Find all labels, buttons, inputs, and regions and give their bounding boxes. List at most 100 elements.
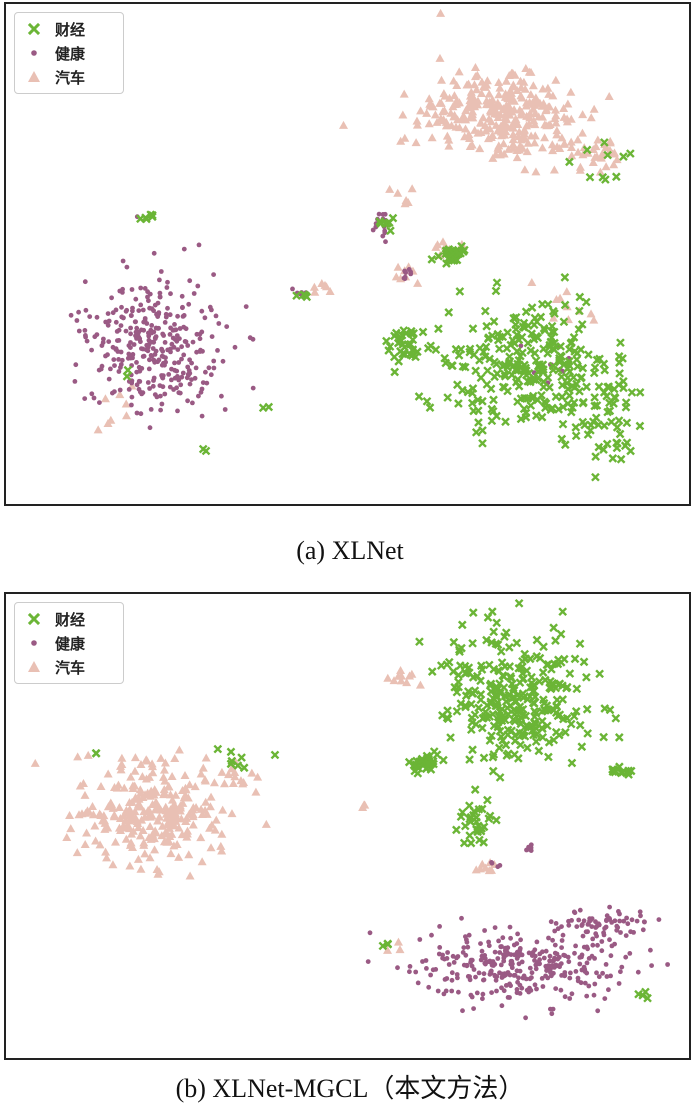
auto-point [147,788,157,797]
auto-point [586,309,596,318]
health-point [157,294,163,300]
health-point [142,286,148,291]
health-point [119,357,125,363]
auto-point [440,91,450,100]
finance-point [539,323,549,333]
health-point [151,250,157,256]
finance-point [612,422,622,432]
health-point [656,917,662,922]
finance-point [517,332,527,342]
auto-point [507,68,517,77]
auto-point [566,142,576,151]
finance-point [487,638,497,647]
auto-point [145,821,155,830]
health-point [491,963,496,968]
finance-point [496,647,506,656]
auto-point [110,783,120,792]
auto-point [480,121,490,130]
auto-point [150,805,160,814]
finance-point [468,638,477,648]
auto-point [466,87,476,96]
auto-point [501,76,511,85]
health-point [123,328,129,334]
auto-point [103,769,113,778]
health-point [534,986,539,992]
finance-point [550,338,559,348]
health-point [592,981,598,987]
finance-point [512,330,522,340]
finance-point [619,152,628,161]
auto-point [573,147,583,156]
health-point [616,981,622,986]
finance-point [479,838,489,847]
finance-point [477,665,487,674]
finance-point [615,429,625,439]
auto-point [559,139,569,148]
auto-point [80,790,90,799]
auto-point [552,126,562,135]
legend-b: 财经 健康 汽车 [14,602,124,684]
auto-point [526,90,536,99]
auto-point [411,138,421,147]
finance-point [528,698,538,708]
auto-point [451,122,461,131]
health-point [136,378,142,384]
auto-point [577,128,587,137]
health-point [72,379,78,384]
auto-point [142,756,152,765]
finance-point [572,684,582,694]
finance-point [513,397,522,407]
finance-point [505,352,514,362]
health-point [83,307,89,313]
scatter-plot-a [68,8,645,482]
auto-point [230,768,240,777]
health-point [146,298,151,304]
auto-point [550,105,560,114]
finance-point [588,417,598,427]
health-point [584,960,590,966]
auto-point [497,122,507,131]
auto-point [207,820,217,829]
health-point [495,956,501,961]
finance-point [511,366,521,375]
health-point [481,971,487,977]
finance-point [418,327,428,337]
finance-point [551,636,560,645]
health-point [584,993,590,999]
auto-point [128,784,138,793]
finance-point [538,732,548,742]
finance-point [404,757,414,767]
finance-point [527,303,537,312]
health-point [112,389,117,394]
auto-point [458,113,468,122]
health-point [586,983,592,989]
finance-point [556,342,565,351]
finance-point [558,714,568,724]
auto-point [465,91,475,100]
auto-point [592,152,602,161]
finance-point [507,679,517,689]
auto-point [108,803,118,812]
auto-point [135,785,145,794]
caption-b: (b) XLNet-MGCL（本文方法） [175,1074,525,1103]
auto-point [492,109,502,118]
finance-point [460,821,470,831]
auto-point [480,82,490,91]
auto-point [476,89,486,98]
auto-point [449,91,459,100]
health-point [478,957,484,963]
finance-point [609,399,618,408]
health-point [105,322,111,328]
finance-point [526,346,536,355]
health-point [566,959,572,965]
auto-point [509,96,519,105]
finance-point [443,393,453,402]
health-point [199,329,205,335]
auto-point [485,124,495,133]
health-point [487,971,493,977]
auto-point [504,144,514,153]
health-point [473,974,478,980]
health-point [617,911,622,917]
finance-point [566,407,576,417]
legend-item-health: 健康 [21,41,117,65]
